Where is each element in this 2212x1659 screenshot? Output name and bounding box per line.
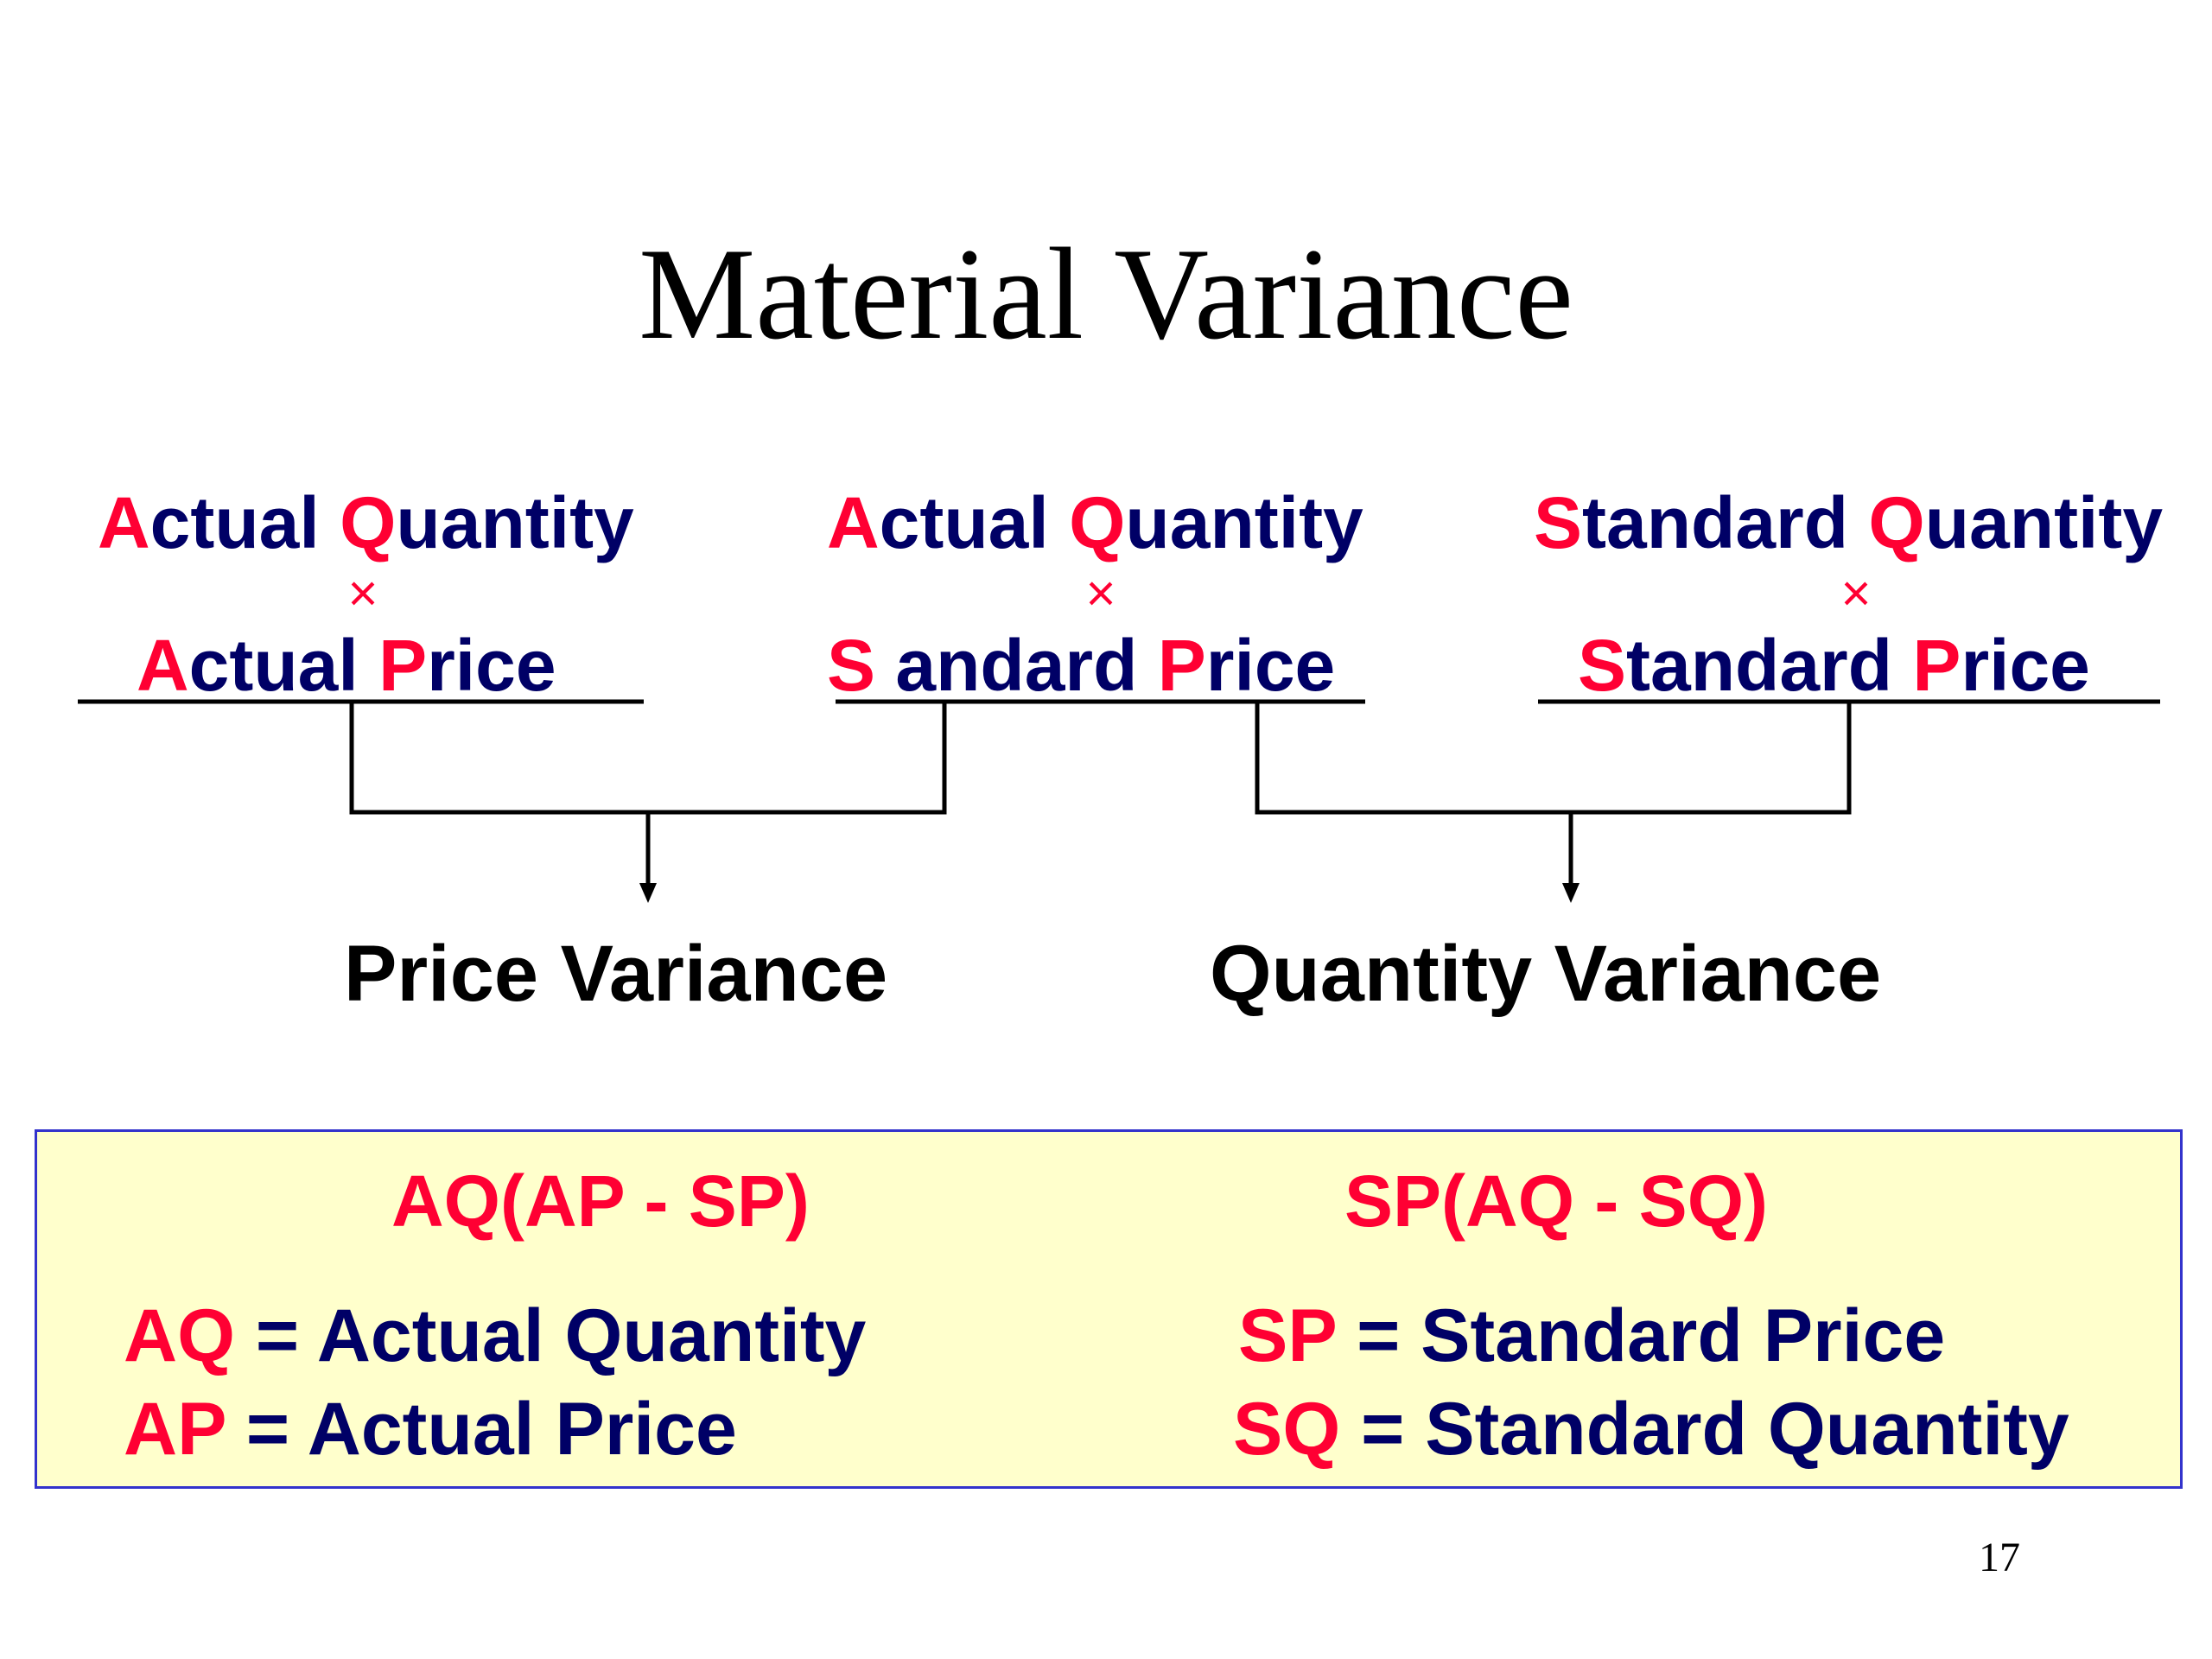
price-variance-bracket <box>349 702 947 815</box>
term-text: ctual <box>149 482 340 563</box>
legend-abbreviation: AQ <box>124 1294 235 1377</box>
column-1-price: Actual Price <box>137 622 556 709</box>
price-variance-formula: AQ(AP - SP) <box>391 1160 810 1242</box>
legend-definition: = Actual Quantity <box>235 1294 867 1377</box>
price-variance-arrow-head <box>639 883 657 903</box>
column-2-quantity: Actual Quantity <box>827 480 1363 566</box>
term-text: uantity <box>1924 482 2164 563</box>
initial-letter: S <box>1578 625 1627 706</box>
legend-sp: SP = Standard Price <box>1238 1293 1945 1379</box>
initial-letter: Q <box>1069 482 1126 563</box>
legend-ap: AP = Actual Price <box>124 1386 737 1472</box>
term-text: andard <box>875 625 1158 706</box>
term-text: rice <box>1961 625 2090 706</box>
legend-abbreviation: SP <box>1238 1294 1337 1377</box>
initial-letter: P <box>378 625 428 706</box>
initial-letter: A <box>137 625 189 706</box>
page-number: 17 <box>1979 1535 2020 1580</box>
term-text: uantity <box>396 482 634 563</box>
legend-abbreviation: SQ <box>1233 1388 1341 1471</box>
initial-letter: Q <box>340 482 397 563</box>
legend-aq: AQ = Actual Quantity <box>124 1293 866 1379</box>
initial-letter: P <box>1912 625 1961 706</box>
formula-box: AQ(AP - SP) SP(AQ - SQ) AQ = Actual Quan… <box>35 1129 2183 1489</box>
price-variance-label: Price Variance <box>344 930 888 1018</box>
legend-definition: = Standard Quantity <box>1340 1388 2069 1471</box>
quantity-variance-bracket <box>1255 702 1852 815</box>
quantity-variance-label: Quantity Variance <box>1210 930 1882 1018</box>
term-text: ctual <box>188 625 379 706</box>
term-text: uantity <box>1125 482 1363 563</box>
column-3-price: Standard Price <box>1578 622 2090 709</box>
initial-letter: P <box>1157 625 1206 706</box>
initial-letter: A <box>98 482 150 563</box>
term-text: rice <box>427 625 556 706</box>
legend-abbreviation: AP <box>124 1388 226 1471</box>
initial-letter: A <box>827 482 880 563</box>
term-text: tandard <box>1626 625 1913 706</box>
column-3-quantity: Standard Quantity <box>1534 480 2163 566</box>
quantity-variance-formula: SP(AQ - SQ) <box>1344 1160 1769 1242</box>
initial-letter: S <box>1534 482 1583 563</box>
column-1-quantity: Actual Quantity <box>98 480 634 566</box>
initial-letter: Q <box>1868 482 1925 563</box>
multiply-sign: × <box>1085 564 1116 622</box>
initial-letter: S <box>827 625 876 706</box>
multiply-sign: × <box>347 564 378 622</box>
slide-title: Material Variance <box>639 221 1573 366</box>
term-text: rice <box>1205 625 1336 706</box>
column-2-price: S andard Price <box>827 622 1335 709</box>
legend-definition: = Standard Price <box>1336 1294 1946 1377</box>
legend-definition: = Actual Price <box>225 1388 737 1471</box>
term-text: ctual <box>879 482 1070 563</box>
multiply-sign: × <box>1840 564 1872 622</box>
term-text: tandard <box>1582 482 1869 563</box>
quantity-variance-arrow-head <box>1562 883 1580 903</box>
legend-sq: SQ = Standard Quantity <box>1233 1386 2069 1472</box>
